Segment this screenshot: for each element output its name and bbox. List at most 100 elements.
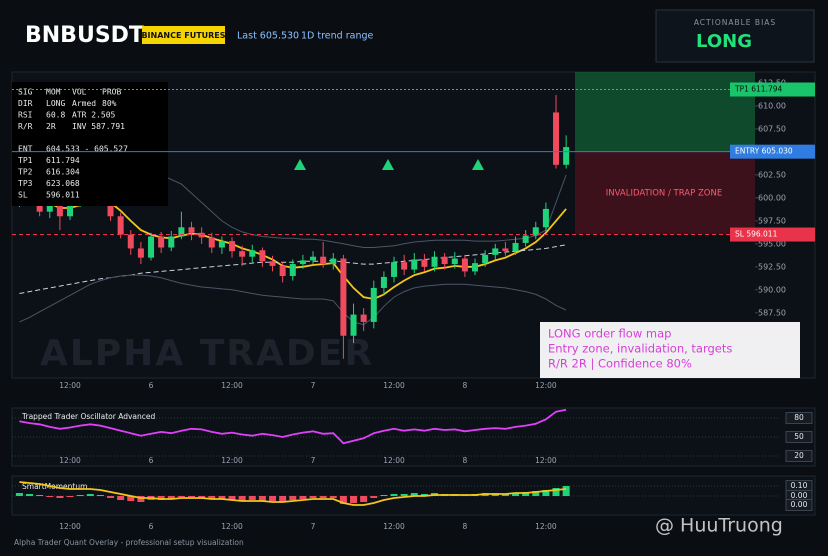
momentum-bar — [107, 496, 115, 498]
range: 1D trend range — [301, 31, 373, 42]
candle-body — [289, 264, 296, 276]
momentum-bar — [360, 496, 368, 502]
momentum-bar — [56, 496, 64, 498]
momentum-bar — [248, 496, 256, 500]
x-tick-label: 12:00 — [383, 381, 405, 390]
candle-body — [127, 234, 134, 249]
momentum-bar — [410, 493, 418, 496]
candle-body — [107, 199, 114, 217]
y-tick-label: 80 — [794, 413, 804, 422]
info-cell: RSI — [18, 111, 33, 120]
overlay-layer: TP1 611.794 ENTRY 605.030 SL 596.011 — [12, 82, 815, 242]
momentum-bar — [86, 494, 94, 496]
x-tick-label: 12:00 — [221, 456, 243, 465]
last-price: Last 605.530 — [237, 31, 299, 42]
y-tick-label: 610.00 — [758, 102, 786, 111]
momentum-bar — [177, 496, 185, 497]
y-tick-label: 595.00 — [758, 239, 786, 248]
x-tick-label: 12:00 — [535, 381, 557, 390]
indicator-line — [19, 481, 567, 506]
y-tick-label: 592.50 — [758, 262, 786, 271]
info-cell: ENT — [18, 145, 33, 154]
y-tick-box — [785, 449, 813, 462]
info-cell: VOL — [72, 88, 87, 97]
bias-label: ACTIONABLE BIAS — [694, 18, 776, 27]
candle-body — [279, 265, 286, 276]
momentum-bar — [127, 496, 135, 501]
y-tick-label: 0.00 — [791, 491, 808, 500]
signal-triangle — [294, 159, 306, 170]
momentum-bar — [562, 486, 570, 496]
candle-body — [67, 202, 74, 217]
info-cell: TP3 — [18, 179, 33, 188]
info-cell: 80% — [102, 99, 117, 108]
x-tick-label: 12:00 — [59, 522, 81, 531]
level-tag — [730, 144, 815, 159]
candle-body — [360, 314, 367, 322]
candle-body — [46, 204, 53, 212]
target-zone — [575, 72, 755, 152]
credit: @ HuuTruong — [655, 515, 783, 537]
candle-body — [391, 262, 398, 277]
x-tick-label: 12:00 — [535, 522, 557, 531]
x-tick-label: 7 — [311, 522, 316, 531]
footer: Alpha Trader Quant Overlay - professiona… — [14, 538, 244, 547]
candle-body — [117, 216, 124, 235]
candle-body — [310, 256, 317, 261]
momentum-bar — [299, 496, 307, 499]
bias-box — [655, 9, 815, 63]
candle-body — [542, 208, 549, 228]
x-tick-label: 12:00 — [221, 522, 243, 531]
candle-body — [239, 251, 246, 257]
y-tick-box — [785, 430, 813, 443]
y-tick-label: 587.50 — [758, 308, 786, 317]
candle-body — [218, 241, 225, 248]
x-tick-label: 8 — [463, 456, 468, 465]
candle-body — [401, 262, 408, 270]
momentum-bar — [157, 496, 165, 500]
momentum-bar — [167, 496, 175, 499]
panel-title: Trapped Trader Oscillator Advanced — [21, 412, 156, 421]
candle-body — [492, 248, 499, 255]
candle-body — [259, 250, 266, 262]
candle-body — [451, 258, 458, 265]
candle-body — [370, 287, 377, 322]
candle-body — [563, 147, 570, 165]
candle-body — [350, 314, 357, 336]
candle-body — [512, 242, 519, 252]
x-tick-label: 12:00 — [383, 456, 405, 465]
momentum-bar — [522, 492, 530, 496]
x-tick-label: 12:00 — [59, 381, 81, 390]
info-cell: TP1 — [18, 156, 33, 165]
candle-body — [441, 256, 448, 265]
info-cell: SIG — [18, 88, 33, 97]
note-box — [540, 322, 800, 378]
info-cell: INV 587.791 — [72, 122, 125, 131]
momentum-bar — [512, 493, 520, 496]
candle-body — [502, 248, 509, 252]
info-cell: 623.068 — [46, 179, 80, 188]
momentum-bar — [279, 496, 287, 502]
x-tick-label: 12:00 — [221, 381, 243, 390]
candle-body — [269, 261, 276, 266]
info-cell: 596.011 — [46, 191, 80, 200]
info-cell: Armed — [72, 99, 96, 108]
candle-body — [178, 227, 185, 237]
info-text: SIG MOM VOL PROB DIR LONG Armed 80% RSI 60.8 ATR 2… — [18, 88, 128, 200]
watermark: ALPHA TRADER — [40, 333, 374, 374]
momentum-bar — [208, 496, 216, 499]
momentum-bar — [228, 496, 236, 500]
y-tick-label: 20 — [794, 451, 804, 460]
x-tick-label: 6 — [149, 381, 154, 390]
candle-body — [249, 250, 256, 257]
x-tick-label: 6 — [149, 522, 154, 531]
x-tick-label: 12:00 — [383, 522, 405, 531]
candle-body — [522, 235, 529, 243]
badge: BINANCE FUTURES — [141, 31, 225, 40]
level-label: TP1 611.794 — [734, 85, 783, 94]
candle-body — [320, 256, 327, 265]
momentum-bar — [218, 496, 226, 499]
y-tick-label: 607.50 — [758, 124, 786, 133]
candle-body — [532, 227, 539, 236]
symbol: BNBUSDT — [25, 23, 144, 48]
